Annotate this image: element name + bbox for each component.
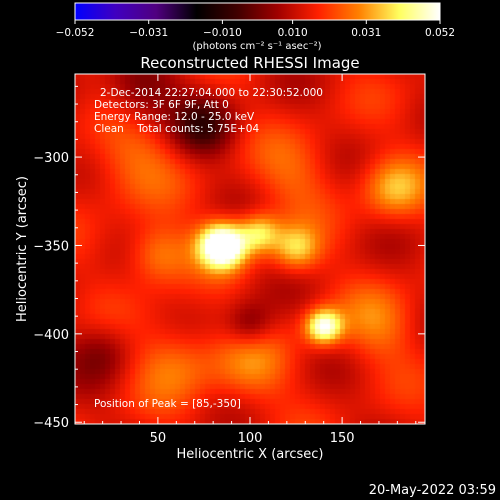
annotations: 2-Dec-2014 22:27:04.000 to 22:30:52.000 … <box>94 87 323 410</box>
colorbar-ticks: −0.052 −0.031 −0.010 0.010 0.031 0.052 <box>56 20 455 39</box>
colorbar-tick-label: −0.031 <box>129 27 168 39</box>
colorbar-fill <box>75 3 440 20</box>
colorbar-units-label: (photons cm⁻² s⁻¹ asec⁻²) <box>192 41 321 52</box>
y-axis: −300 −350 −400 −450 <box>33 85 425 431</box>
annotation-time-range: 2-Dec-2014 22:27:04.000 to 22:30:52.000 <box>100 87 323 99</box>
x-axis-label: Heliocentric X (arcsec) <box>177 447 324 462</box>
annotation-detectors: Detectors: 3F 6F 9F, Att 0 <box>94 99 229 111</box>
colorbar-tick-label: −0.010 <box>203 27 242 39</box>
colorbar-tick-label: 0.052 <box>425 27 455 39</box>
heatmap-image <box>75 74 425 424</box>
y-tick-label: −400 <box>33 328 69 343</box>
y-tick-label: −450 <box>33 416 69 431</box>
y-axis-label: Heliocentric Y (arcsec) <box>15 176 30 322</box>
heatmap-canvas <box>75 74 425 424</box>
colorbar-tick-label: −0.052 <box>56 27 95 39</box>
annotation-peak-position: Position of Peak = [85,-350] <box>94 398 241 410</box>
y-tick-label: −300 <box>33 151 69 166</box>
y-tick-label: −350 <box>33 239 69 254</box>
annotation-clean: Clean Total counts: 5.75E+04 <box>94 123 259 135</box>
annotation-energy-range: Energy Range: 12.0 - 25.0 keV <box>94 111 255 123</box>
footer-date: 20-May-2022 03:59 <box>369 483 496 498</box>
x-axis: 50 100 150 <box>83 74 417 446</box>
colorbar-tick-label: 0.031 <box>351 27 381 39</box>
x-tick-label: 50 <box>150 431 167 446</box>
chart-title: Reconstructed RHESSI Image <box>140 54 359 72</box>
colorbar-tick-label: 0.010 <box>278 27 308 39</box>
x-tick-label: 100 <box>238 431 263 446</box>
colorbar: −0.052 −0.031 −0.010 0.010 0.031 0.052 (photo… <box>56 2 455 52</box>
colorbar-frame <box>74 2 441 21</box>
x-tick-label: 150 <box>330 431 355 446</box>
